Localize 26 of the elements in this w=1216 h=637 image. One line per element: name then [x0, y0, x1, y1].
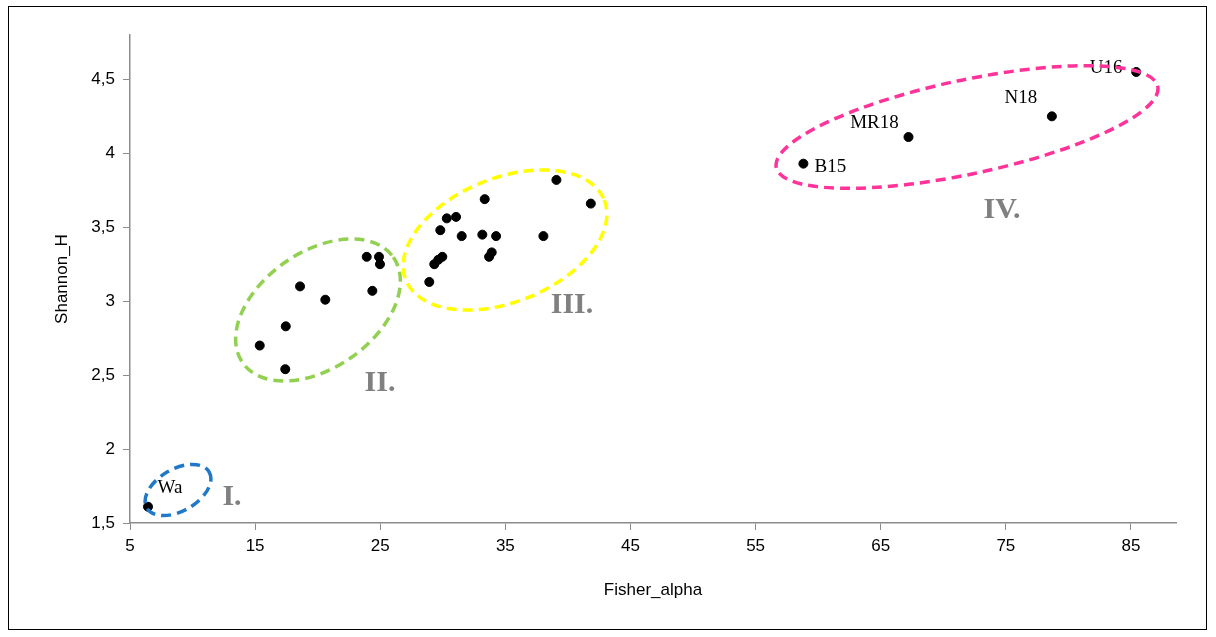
y-tick-label: 3,5: [91, 216, 115, 236]
annotation: MR18: [850, 111, 899, 133]
x-tick-label: 45: [621, 535, 640, 555]
annotation: IV.: [983, 190, 1021, 224]
x-tick-label: 25: [370, 535, 390, 555]
x-tick-label: 15: [245, 535, 265, 555]
x-tick-label: 75: [996, 535, 1016, 555]
annotation: I.: [222, 477, 242, 511]
annotation: N18: [1004, 86, 1038, 108]
y-tick-label: 2: [105, 438, 115, 458]
annotation: II.: [364, 363, 396, 397]
x-tick-label: 5: [125, 535, 135, 555]
annotation: B15: [814, 154, 847, 176]
y-tick-label: 3: [105, 290, 115, 310]
annotation: Wa: [157, 475, 183, 497]
x-tick-label: 65: [871, 535, 891, 555]
x-axis-title: Fisher_alpha: [603, 580, 703, 600]
y-tick-label: 4: [105, 142, 115, 162]
y-tick-label: 1,5: [91, 512, 115, 532]
y-axis-title: Shannon_H: [51, 234, 71, 324]
x-tick-label: 85: [1121, 535, 1141, 555]
y-tick-label: 4,5: [91, 69, 115, 89]
y-tick-label: 2,5: [91, 364, 115, 384]
x-tick-label: 35: [495, 535, 515, 555]
annotation: III.: [550, 285, 594, 319]
x-tick-label: 55: [746, 535, 766, 555]
